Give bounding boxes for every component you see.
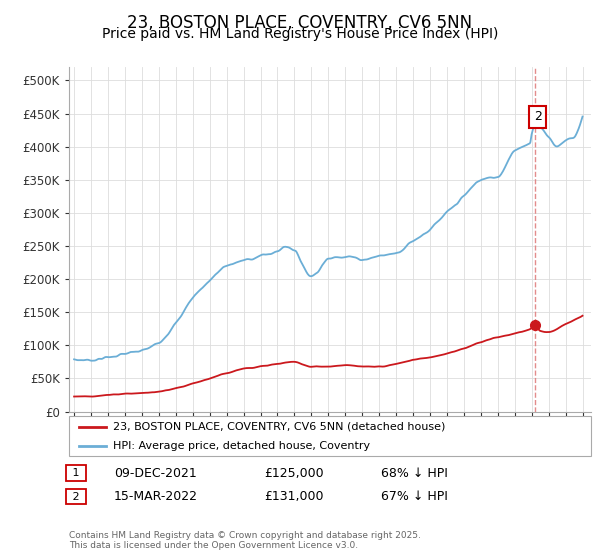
Text: 23, BOSTON PLACE, COVENTRY, CV6 5NN: 23, BOSTON PLACE, COVENTRY, CV6 5NN: [127, 14, 473, 32]
Text: £131,000: £131,000: [264, 490, 323, 503]
Text: 15-MAR-2022: 15-MAR-2022: [114, 490, 198, 503]
Text: 68% ↓ HPI: 68% ↓ HPI: [381, 466, 448, 480]
Text: HPI: Average price, detached house, Coventry: HPI: Average price, detached house, Cove…: [113, 441, 370, 450]
Text: Price paid vs. HM Land Registry's House Price Index (HPI): Price paid vs. HM Land Registry's House …: [102, 27, 498, 41]
Text: Contains HM Land Registry data © Crown copyright and database right 2025.
This d: Contains HM Land Registry data © Crown c…: [69, 530, 421, 550]
Text: 23, BOSTON PLACE, COVENTRY, CV6 5NN (detached house): 23, BOSTON PLACE, COVENTRY, CV6 5NN (det…: [113, 422, 446, 432]
Text: £125,000: £125,000: [264, 466, 323, 480]
Text: 1: 1: [69, 468, 83, 478]
Text: 2: 2: [69, 492, 83, 502]
FancyBboxPatch shape: [69, 416, 591, 456]
Text: 2: 2: [533, 110, 542, 123]
Text: 67% ↓ HPI: 67% ↓ HPI: [381, 490, 448, 503]
Text: 09-DEC-2021: 09-DEC-2021: [114, 466, 197, 480]
